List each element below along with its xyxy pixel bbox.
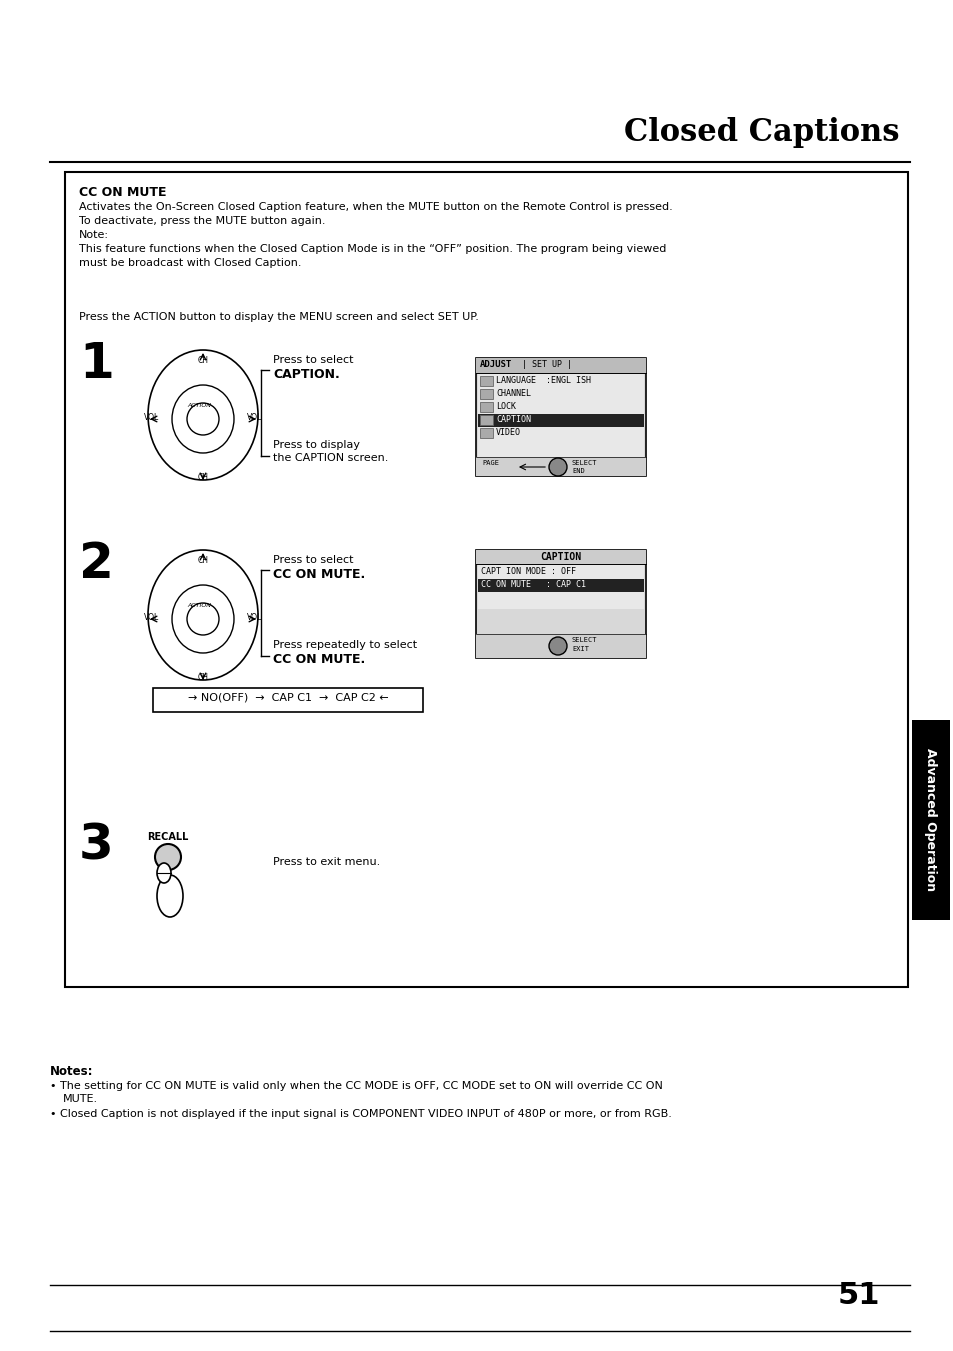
- Text: RECALL: RECALL: [147, 832, 189, 842]
- Circle shape: [548, 638, 566, 655]
- Text: Note:: Note:: [79, 230, 109, 240]
- Bar: [477, 580, 643, 592]
- Text: LANGUAGE  :ENGL ISH: LANGUAGE :ENGL ISH: [496, 376, 590, 385]
- Bar: [476, 358, 645, 476]
- Text: PAGE: PAGE: [481, 459, 498, 466]
- Text: CC ON MUTE   : CAP C1: CC ON MUTE : CAP C1: [480, 580, 585, 589]
- Bar: [476, 358, 645, 373]
- Circle shape: [187, 603, 219, 635]
- Text: This feature functions when the Closed Caption Mode is in the “OFF” position. Th: This feature functions when the Closed C…: [79, 245, 666, 254]
- Text: CH: CH: [197, 557, 209, 565]
- Ellipse shape: [172, 385, 233, 453]
- Text: CC ON MUTE: CC ON MUTE: [79, 186, 167, 199]
- Bar: [477, 374, 643, 457]
- Text: Press to display: Press to display: [273, 440, 359, 450]
- Bar: [152, 688, 422, 712]
- Bar: [479, 428, 493, 438]
- Text: CC ON MUTE.: CC ON MUTE.: [273, 653, 365, 666]
- Text: EXIT: EXIT: [572, 646, 588, 653]
- Text: LOCK: LOCK: [496, 403, 516, 411]
- Text: SELECT: SELECT: [572, 638, 597, 643]
- Ellipse shape: [157, 875, 183, 917]
- Text: CH: CH: [197, 357, 209, 365]
- Text: VIDEO: VIDEO: [496, 428, 520, 436]
- Text: CH: CH: [197, 473, 209, 482]
- Bar: [479, 376, 493, 386]
- Text: Press repeatedly to select: Press repeatedly to select: [273, 640, 416, 650]
- Text: Press to exit menu.: Press to exit menu.: [273, 857, 380, 867]
- Text: CAPTION: CAPTION: [539, 553, 581, 562]
- Ellipse shape: [148, 350, 257, 480]
- Bar: [479, 389, 493, 399]
- Text: Press to select: Press to select: [273, 355, 354, 365]
- Text: must be broadcast with Closed Caption.: must be broadcast with Closed Caption.: [79, 258, 301, 267]
- Circle shape: [154, 844, 181, 870]
- Bar: [479, 415, 493, 426]
- Circle shape: [187, 403, 219, 435]
- Text: the CAPTION screen.: the CAPTION screen.: [273, 453, 388, 463]
- Ellipse shape: [172, 585, 233, 653]
- Text: ACTION: ACTION: [187, 403, 211, 408]
- Bar: [476, 634, 645, 658]
- Text: SELECT: SELECT: [572, 459, 597, 466]
- Ellipse shape: [148, 550, 257, 680]
- Text: VOL: VOL: [247, 612, 262, 621]
- Text: CC ON MUTE.: CC ON MUTE.: [273, 567, 365, 581]
- Text: END: END: [572, 467, 584, 474]
- Text: To deactivate, press the MUTE button again.: To deactivate, press the MUTE button aga…: [79, 216, 325, 226]
- Bar: [477, 565, 643, 609]
- Bar: [476, 457, 645, 476]
- Text: 3: 3: [79, 821, 113, 870]
- Text: ADJUST: ADJUST: [479, 359, 512, 369]
- Text: CAPTION: CAPTION: [496, 415, 531, 424]
- Text: • Closed Caption is not displayed if the input signal is COMPONENT VIDEO INPUT o: • Closed Caption is not displayed if the…: [50, 1109, 671, 1119]
- Text: CAPTION.: CAPTION.: [273, 367, 339, 381]
- Text: MUTE.: MUTE.: [63, 1094, 98, 1104]
- Text: VOL: VOL: [144, 612, 159, 621]
- Text: Closed Captions: Closed Captions: [624, 118, 899, 149]
- Text: CHANNEL: CHANNEL: [496, 389, 531, 399]
- Text: Notes:: Notes:: [50, 1065, 93, 1078]
- Bar: [477, 413, 643, 427]
- Text: VOL: VOL: [144, 412, 159, 422]
- Text: Activates the On-Screen Closed Caption feature, when the MUTE button on the Remo: Activates the On-Screen Closed Caption f…: [79, 203, 672, 212]
- Text: ACTION: ACTION: [187, 603, 211, 608]
- Bar: [476, 550, 645, 658]
- Ellipse shape: [157, 863, 171, 884]
- Text: VOL: VOL: [247, 412, 262, 422]
- Text: 51: 51: [837, 1281, 879, 1310]
- Text: CH: CH: [197, 673, 209, 682]
- Bar: [479, 403, 493, 412]
- Text: Press to select: Press to select: [273, 555, 354, 565]
- Text: Press the ACTION button to display the MENU screen and select SET UP.: Press the ACTION button to display the M…: [79, 312, 478, 322]
- Bar: [476, 550, 645, 563]
- Text: CAPT ION MODE : OFF: CAPT ION MODE : OFF: [480, 567, 576, 576]
- Text: → NO(OFF)  →  CAP C1  →  CAP C2 ←: → NO(OFF) → CAP C1 → CAP C2 ←: [188, 692, 388, 703]
- Text: • The setting for CC ON MUTE is valid only when the CC MODE is OFF, CC MODE set : • The setting for CC ON MUTE is valid on…: [50, 1081, 662, 1092]
- Text: Advanced Operation: Advanced Operation: [923, 748, 937, 892]
- Text: 2: 2: [79, 540, 113, 588]
- Text: 1: 1: [79, 340, 113, 388]
- Circle shape: [548, 458, 566, 476]
- Bar: [911, 720, 949, 920]
- Text: | SET UP |: | SET UP |: [521, 359, 572, 369]
- Bar: [65, 172, 907, 988]
